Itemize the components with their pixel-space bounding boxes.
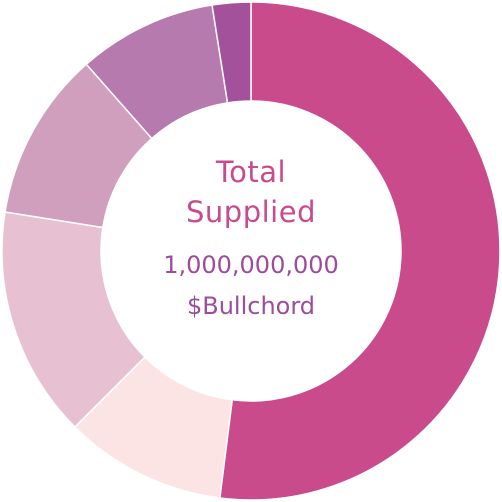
token-unit-label: $Bullchord — [186, 292, 316, 320]
total-supply-value: 1,000,000,000 — [163, 251, 339, 279]
center-title-line-1: Total — [215, 155, 287, 189]
center-title-line-2: Supplied — [186, 195, 316, 229]
donut-slice-6 — [211, 1, 252, 104]
donut-slice-1 — [218, 1, 501, 501]
